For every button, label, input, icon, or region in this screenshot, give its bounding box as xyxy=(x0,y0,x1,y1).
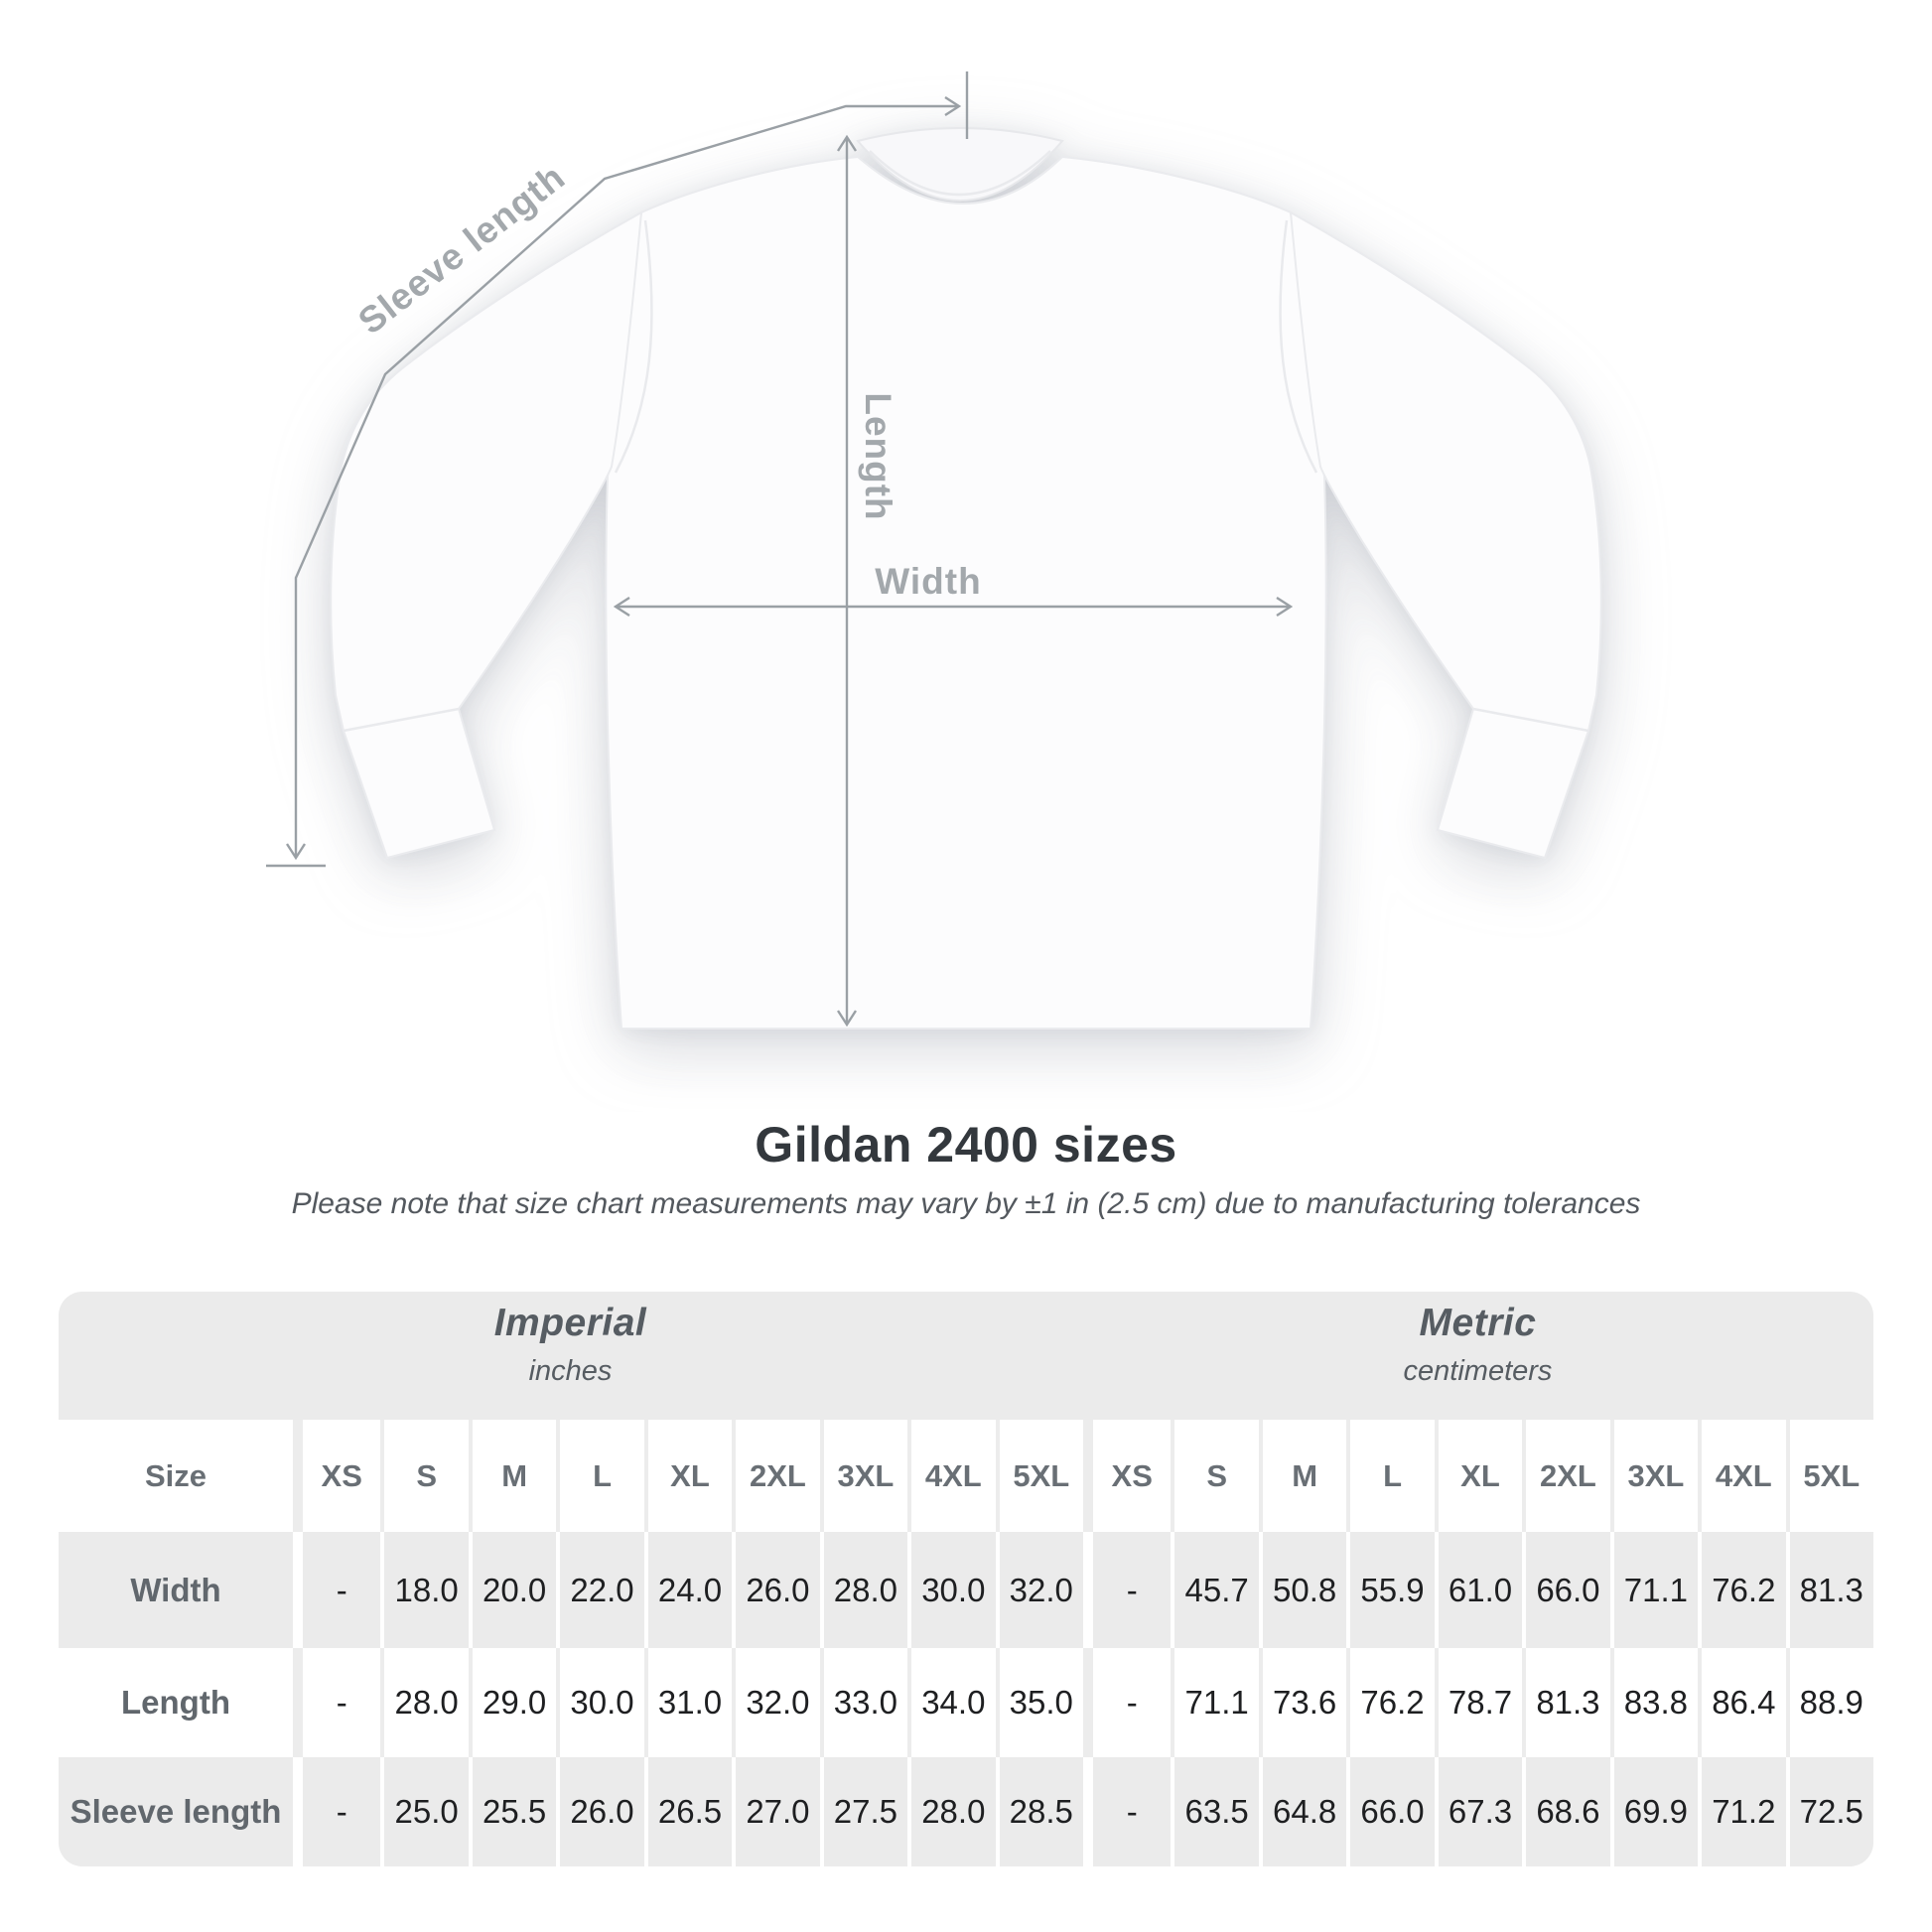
table-cell: 29.0 xyxy=(468,1648,556,1757)
table-cell: 68.6 xyxy=(1522,1757,1609,1866)
table-cell: 69.9 xyxy=(1609,1757,1698,1866)
table-cell: 55.9 xyxy=(1346,1532,1434,1648)
size-col-header: S xyxy=(380,1420,468,1532)
metric-title: Metric xyxy=(1419,1302,1537,1344)
table-cell: 24.0 xyxy=(643,1532,732,1648)
size-col-header: L xyxy=(1346,1420,1434,1532)
table-cell: 83.8 xyxy=(1609,1648,1698,1757)
table-cell: - xyxy=(293,1648,380,1757)
table-cell: 33.0 xyxy=(819,1648,907,1757)
table-row-length: Length - 28.0 29.0 30.0 31.0 32.0 33.0 3… xyxy=(59,1648,1873,1757)
table-cell: 26.5 xyxy=(643,1757,732,1866)
table-cell: - xyxy=(1082,1532,1171,1648)
size-col-header: 2XL xyxy=(1522,1420,1609,1532)
size-col-header: 2XL xyxy=(732,1420,819,1532)
table-cell: 45.7 xyxy=(1171,1532,1258,1648)
table-cell: 50.8 xyxy=(1258,1532,1346,1648)
table-cell: 71.2 xyxy=(1698,1757,1785,1866)
shirt-sleeve-right xyxy=(1289,210,1602,860)
row-label: Sleeve length xyxy=(69,1793,282,1830)
table-cell: 88.9 xyxy=(1785,1648,1873,1757)
table-cell: 18.0 xyxy=(380,1532,468,1648)
length-label: Length xyxy=(858,392,898,520)
armhole-seam-right xyxy=(1279,219,1318,474)
size-col-header: 4XL xyxy=(907,1420,995,1532)
table-cell: 27.0 xyxy=(732,1757,819,1866)
table-cell: 32.0 xyxy=(995,1532,1083,1648)
size-col-header: 3XL xyxy=(819,1420,907,1532)
table-cell: - xyxy=(293,1757,380,1866)
size-col-header: S xyxy=(1171,1420,1258,1532)
imperial-header: Imperial inches xyxy=(59,1292,1082,1420)
table-cell: 30.0 xyxy=(907,1532,995,1648)
page-subtitle: Please note that size chart measurements… xyxy=(291,1187,1641,1220)
size-table: Imperial inches Metric centimeters Size … xyxy=(59,1292,1873,1866)
size-col-header: XL xyxy=(643,1420,732,1532)
size-col-header: 3XL xyxy=(1609,1420,1698,1532)
size-col-header: 5XL xyxy=(995,1420,1083,1532)
size-header-label: Size xyxy=(144,1457,207,1493)
table-cell: 22.0 xyxy=(556,1532,643,1648)
unit-header-band: Imperial inches Metric centimeters xyxy=(59,1292,1873,1420)
size-guide-diagram: Sleeve length Length Width xyxy=(266,71,1602,1030)
table-cell: 26.0 xyxy=(732,1532,819,1648)
table-cell: 86.4 xyxy=(1698,1648,1785,1757)
table-cell: 25.0 xyxy=(380,1757,468,1866)
table-cell: 25.5 xyxy=(468,1757,556,1866)
metric-unit: centimeters xyxy=(1403,1355,1553,1387)
size-col-header: XS xyxy=(1082,1420,1171,1532)
table-cell: 71.1 xyxy=(1609,1532,1698,1648)
table-cell: 20.0 xyxy=(468,1532,556,1648)
table-cell: 71.1 xyxy=(1171,1648,1258,1757)
table-cell: 28.0 xyxy=(907,1757,995,1866)
table-cell: - xyxy=(293,1532,380,1648)
page-title: Gildan 2400 sizes xyxy=(755,1117,1177,1173)
table-cell: 81.3 xyxy=(1522,1648,1609,1757)
size-col-header: XS xyxy=(293,1420,380,1532)
table-row-sleeve-length: Sleeve length - 25.0 25.5 26.0 26.5 27.0… xyxy=(59,1757,1873,1866)
table-cell: 66.0 xyxy=(1522,1532,1609,1648)
cuff-seam-right xyxy=(1472,707,1589,733)
table-cell: - xyxy=(1082,1757,1171,1866)
table-cell: 78.7 xyxy=(1434,1648,1522,1757)
table-cell: 76.2 xyxy=(1698,1532,1785,1648)
table-cell: 63.5 xyxy=(1171,1757,1258,1866)
table-cell: 31.0 xyxy=(643,1648,732,1757)
table-cell: 27.5 xyxy=(819,1757,907,1866)
table-row-width: Width - 18.0 20.0 22.0 24.0 26.0 28.0 30… xyxy=(59,1532,1873,1648)
imperial-title: Imperial xyxy=(493,1302,647,1344)
table-cell: 35.0 xyxy=(995,1648,1083,1757)
sleeve-measure-line xyxy=(296,106,959,858)
table-cell: 72.5 xyxy=(1785,1757,1873,1866)
imperial-unit: inches xyxy=(528,1355,613,1387)
size-col-header: XL xyxy=(1434,1420,1522,1532)
size-col-header: 4XL xyxy=(1698,1420,1785,1532)
table-cell: 34.0 xyxy=(907,1648,995,1757)
table-cell: 64.8 xyxy=(1258,1757,1346,1866)
size-col-header: M xyxy=(1258,1420,1346,1532)
metric-header: Metric centimeters xyxy=(1082,1292,1873,1420)
table-cell: 28.0 xyxy=(819,1532,907,1648)
table-cell: 81.3 xyxy=(1785,1532,1873,1648)
row-label: Width xyxy=(130,1571,221,1608)
table-cell: - xyxy=(1082,1648,1171,1757)
table-cell: 66.0 xyxy=(1346,1757,1434,1866)
heading-block: Gildan 2400 sizes Please note that size … xyxy=(0,1116,1932,1221)
size-col-header: M xyxy=(468,1420,556,1532)
width-label: Width xyxy=(875,561,981,602)
size-header-row: Size XS S M L XL 2XL 3XL 4XL 5XL XS S M … xyxy=(59,1420,1873,1532)
size-col-header: 5XL xyxy=(1785,1420,1873,1532)
table-cell: 76.2 xyxy=(1346,1648,1434,1757)
table-cell: 67.3 xyxy=(1434,1757,1522,1866)
table-cell: 32.0 xyxy=(732,1648,819,1757)
size-col-header: L xyxy=(556,1420,643,1532)
row-label: Length xyxy=(121,1684,230,1721)
table-cell: 73.6 xyxy=(1258,1648,1346,1757)
table-cell: 28.5 xyxy=(995,1757,1083,1866)
table-cell: 30.0 xyxy=(556,1648,643,1757)
table-cell: 61.0 xyxy=(1434,1532,1522,1648)
table-cell: 28.0 xyxy=(380,1648,468,1757)
table-cell: 26.0 xyxy=(556,1757,643,1866)
